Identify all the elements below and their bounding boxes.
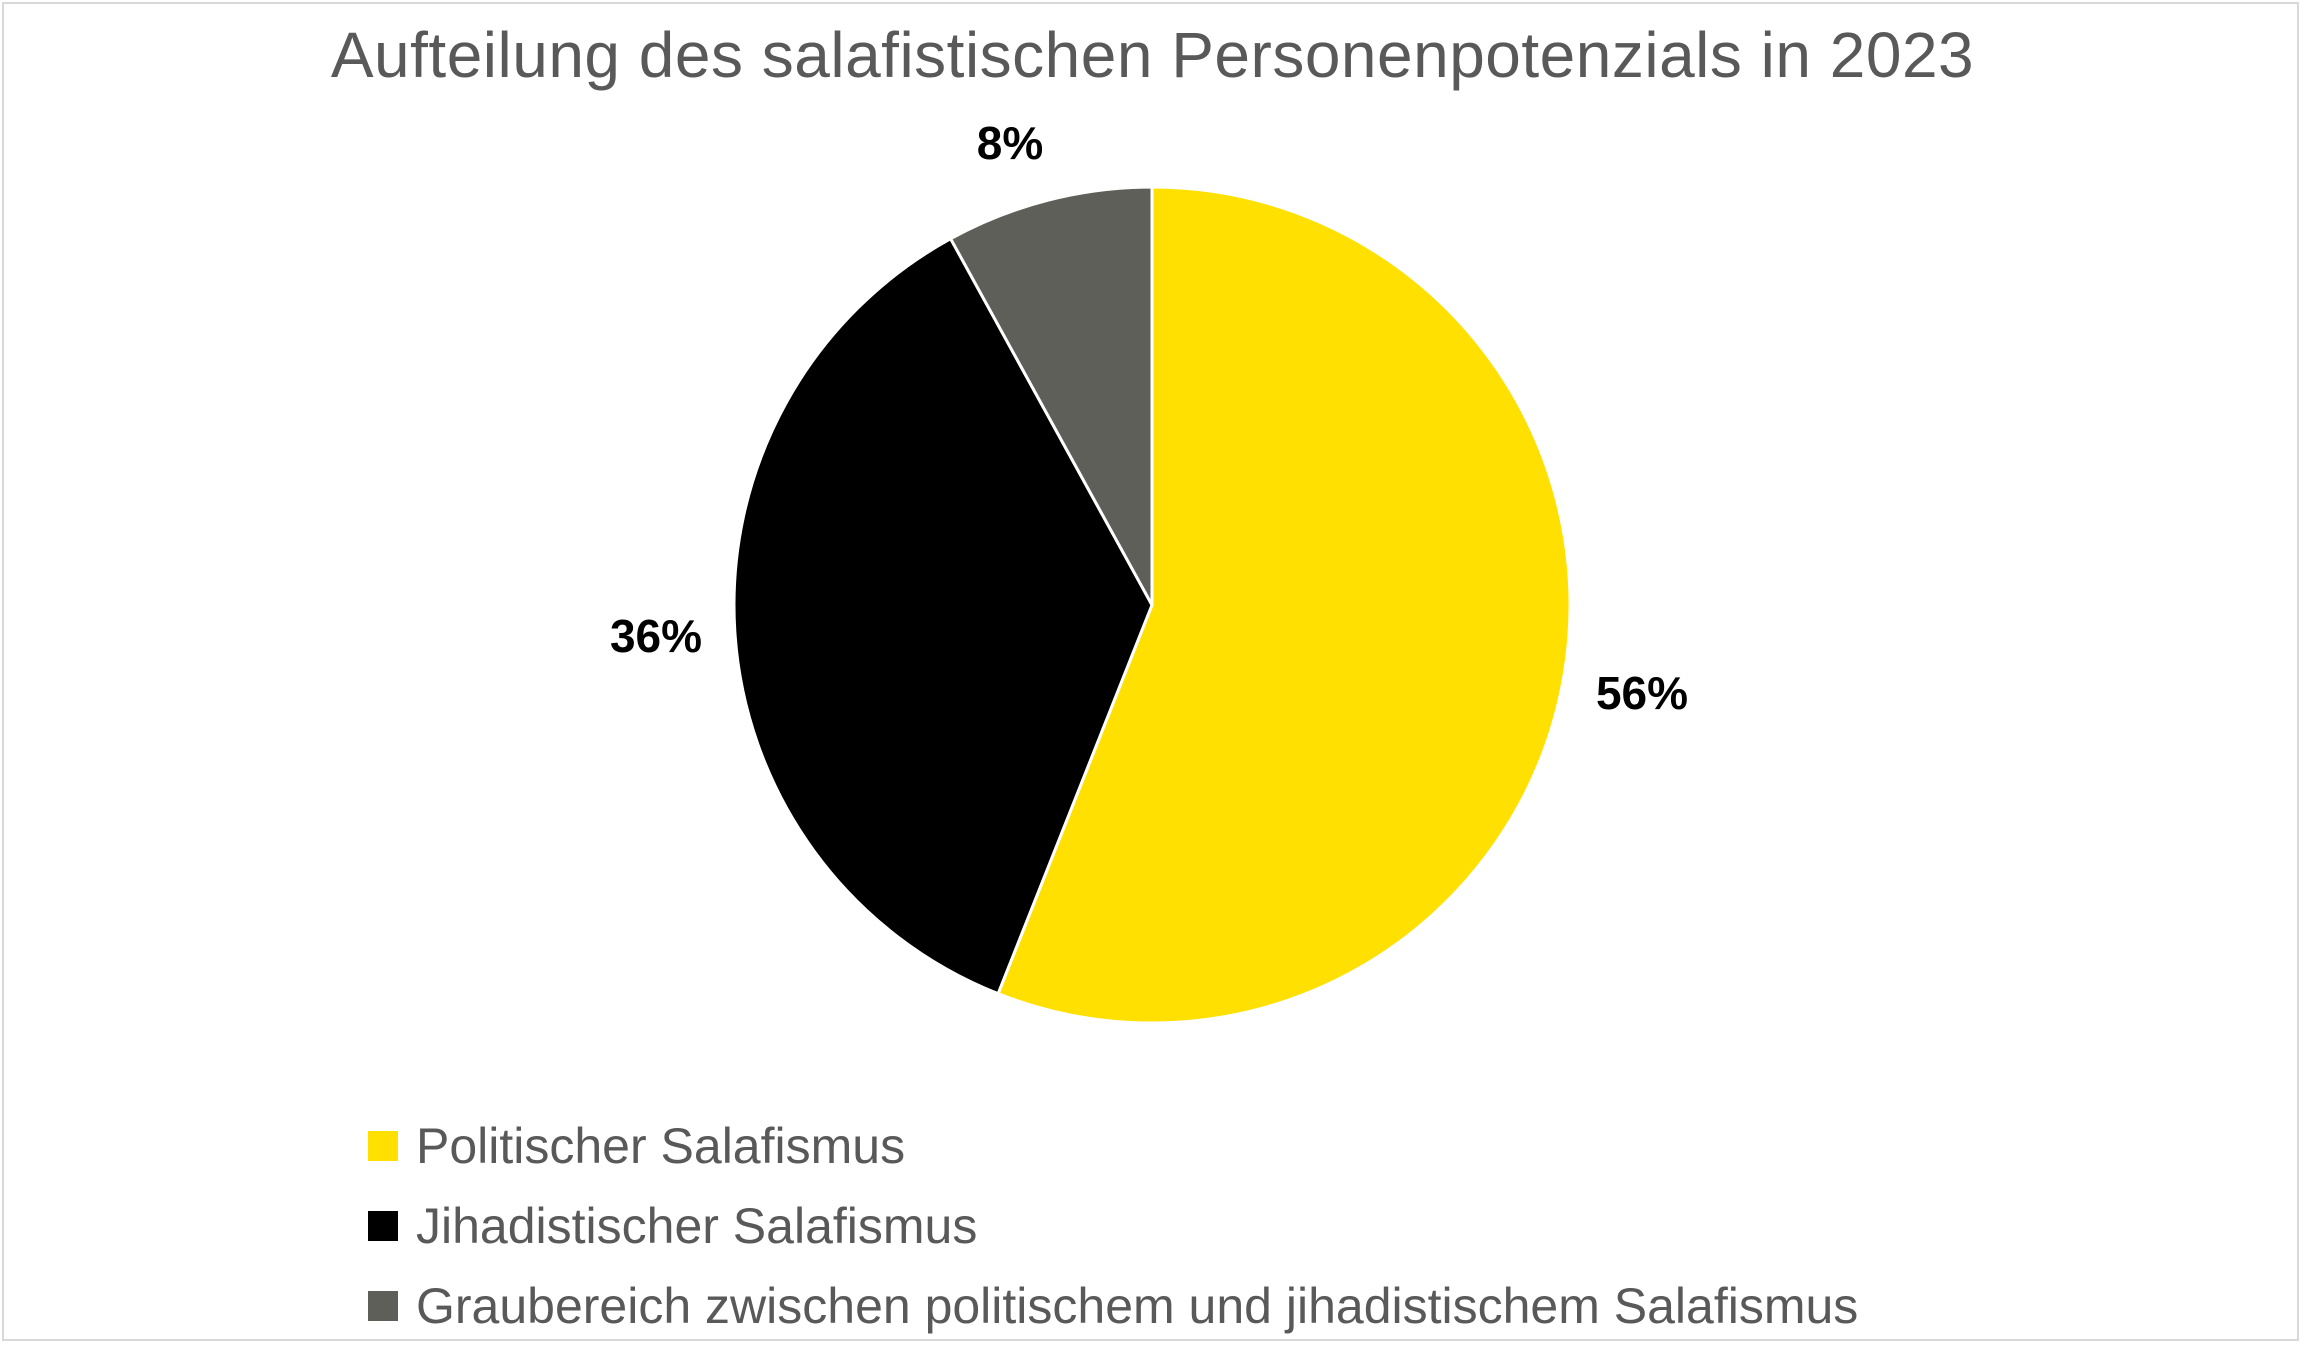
legend-swatch-jihadistischer: [368, 1211, 398, 1241]
pie-slice-jihadistischer: [732, 236, 1154, 996]
legend-item-graubereich: Graubereich zwischen politischem und jih…: [368, 1266, 1858, 1346]
legend: Politischer Salafismus Jihadistischer Sa…: [368, 1106, 1858, 1346]
legend-label-jihadistischer: Jihadistischer Salafismus: [416, 1198, 978, 1254]
legend-swatch-graubereich: [368, 1291, 398, 1321]
legend-label-politischer: Politischer Salafismus: [416, 1118, 906, 1174]
chart-title: Aufteilung des salafistischen Personenpo…: [330, 19, 1975, 91]
data-label-graubereich: 8%: [977, 117, 1043, 169]
legend-item-politischer: Politischer Salafismus: [368, 1106, 1858, 1186]
pie-slice-graubereich: [948, 185, 1154, 606]
data-label-politischer: 56%: [1596, 667, 1688, 719]
data-label-jihadistischer: 36%: [610, 610, 702, 662]
legend-label-graubereich: Graubereich zwischen politischem und jih…: [416, 1278, 1859, 1334]
pie-slice-politischer: [996, 185, 1572, 1025]
legend-item-jihadistischer: Jihadistischer Salafismus: [368, 1186, 1858, 1266]
legend-swatch-politischer: [368, 1131, 398, 1161]
